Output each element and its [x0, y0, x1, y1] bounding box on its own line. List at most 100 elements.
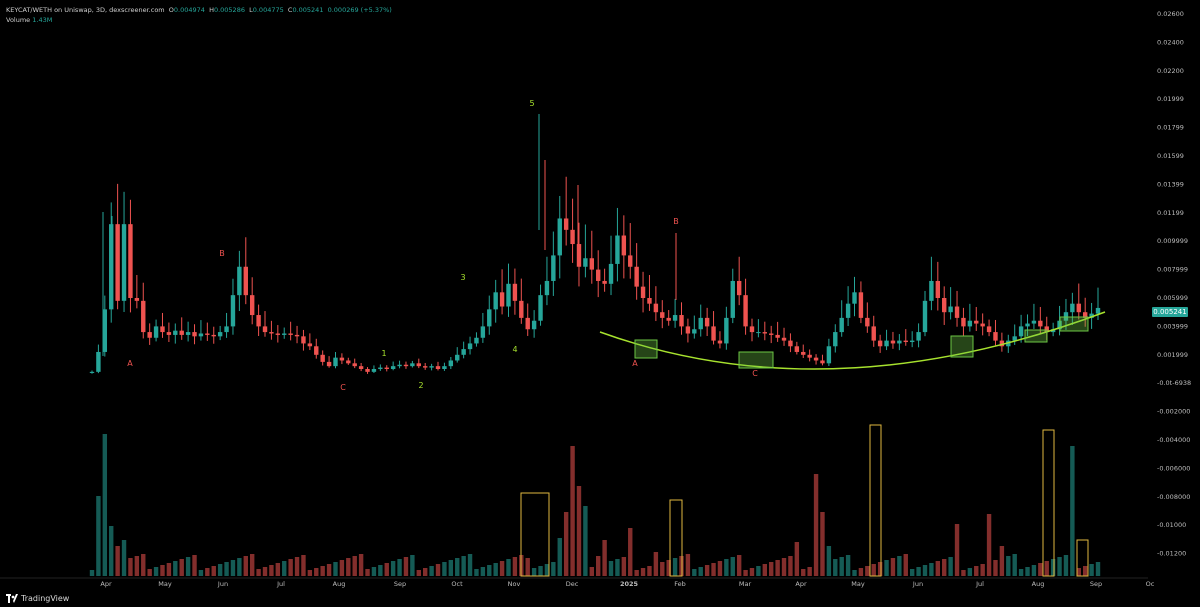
x-tick-label: May [851, 580, 865, 588]
volume-bar [390, 561, 396, 576]
wave-label: 2 [418, 381, 423, 390]
volume-bar [147, 569, 152, 576]
candle-body [871, 326, 876, 341]
volume-bar [807, 567, 812, 576]
candle-body [352, 363, 357, 367]
y-tick-label: 0.003999 [1157, 322, 1188, 330]
candle-body [474, 337, 479, 344]
candle-body [672, 315, 678, 321]
volume-label: Volume [6, 16, 31, 24]
candle-body [596, 269, 601, 281]
volume-bar [647, 566, 652, 576]
change-value: 0.000269 (+5.37%) [327, 6, 392, 14]
candle-body [557, 218, 562, 256]
volume-bar [346, 558, 351, 576]
candle-body [993, 332, 998, 341]
volume-bar [256, 569, 261, 576]
volume-bar [166, 563, 172, 576]
volume-bar [397, 559, 402, 576]
x-tick-label: Jul [276, 580, 285, 588]
candle-body [1095, 307, 1101, 314]
wave-label: 1 [381, 349, 386, 358]
volume-bar [422, 568, 428, 576]
volume-bar [237, 558, 242, 576]
high-label: H [209, 6, 214, 14]
volume-bar [698, 567, 703, 576]
candle-body [820, 360, 825, 364]
volume-bar [1063, 555, 1069, 576]
candle-body [833, 332, 838, 347]
volume-bar [153, 567, 159, 576]
volume-bar [384, 563, 389, 576]
candle-body [679, 315, 684, 327]
wave-label: A [127, 359, 133, 368]
wave-label: 4 [512, 345, 517, 354]
volume-bar [1012, 554, 1017, 576]
x-tick-label: Feb [674, 580, 686, 588]
x-tick-label: Oc [1146, 580, 1155, 588]
volume-bar [1006, 556, 1011, 576]
x-tick-label: Apr [795, 580, 807, 588]
candle-body [1018, 326, 1024, 337]
candle-body [884, 340, 889, 347]
y-tick-label: 0.02600 [1157, 10, 1184, 18]
volume-bar [551, 562, 556, 576]
candle-body [801, 351, 806, 355]
candle-body [909, 340, 915, 343]
volume-bar [974, 566, 979, 576]
candle-body [346, 360, 351, 364]
volume-bar [1076, 568, 1081, 576]
y-tick-label: 0.01999 [1157, 95, 1184, 103]
candle-body [378, 367, 383, 369]
volume-bar [410, 555, 415, 576]
candle-body [858, 292, 864, 318]
candle-body [852, 292, 857, 304]
candle-body [685, 326, 691, 334]
volume-bar [589, 567, 594, 576]
candle-body [519, 300, 524, 318]
x-tick-label: Aug [333, 580, 346, 588]
volume-bar [429, 566, 434, 576]
volume-bar [788, 556, 793, 576]
candle-body [788, 340, 793, 347]
y-tick-label: -0.002000 [1157, 408, 1190, 416]
candle-body [339, 357, 345, 361]
volume-bar [640, 568, 646, 576]
volume-bar [525, 558, 530, 576]
volume-bar [602, 540, 607, 576]
volume-bar [813, 474, 819, 576]
candle-body [922, 300, 928, 333]
wave-label: 3 [460, 273, 465, 282]
candle-body [326, 361, 332, 367]
volume-bar [935, 561, 941, 576]
volume-bar [1057, 557, 1062, 576]
y-tick-label: 0.02200 [1157, 67, 1184, 75]
wave-label: C [752, 369, 758, 378]
volume-bar [115, 546, 120, 576]
candle-body [442, 366, 447, 369]
symbol-title: KEYCAT/WETH on Uniswap, 3D, dexscreener.… [6, 6, 165, 14]
candle-body [211, 334, 216, 337]
close-label: C [287, 6, 293, 14]
volume-bar [666, 560, 671, 576]
chart-header: KEYCAT/WETH on Uniswap, 3D, dexscreener.… [6, 6, 392, 14]
x-tick-label: 2025 [620, 580, 639, 588]
volume-bar [333, 562, 338, 576]
tradingview-brand[interactable]: TradingView [6, 594, 69, 603]
candle-body [185, 332, 191, 335]
volume-bar [942, 559, 947, 576]
candle-body [288, 333, 293, 335]
volume-bar [269, 565, 274, 576]
volume-highlight-box [669, 499, 683, 577]
volume-bar [954, 524, 960, 576]
candle-body [230, 295, 236, 327]
volume-bar [621, 557, 627, 576]
x-tick-label: Aug [1032, 580, 1045, 588]
volume-highlight-box [1042, 429, 1055, 577]
candle-body [865, 317, 870, 327]
brand-label: TradingView [21, 594, 70, 603]
volume-bar [205, 568, 210, 576]
candle-body [1089, 313, 1094, 318]
volume-bar [852, 570, 857, 576]
